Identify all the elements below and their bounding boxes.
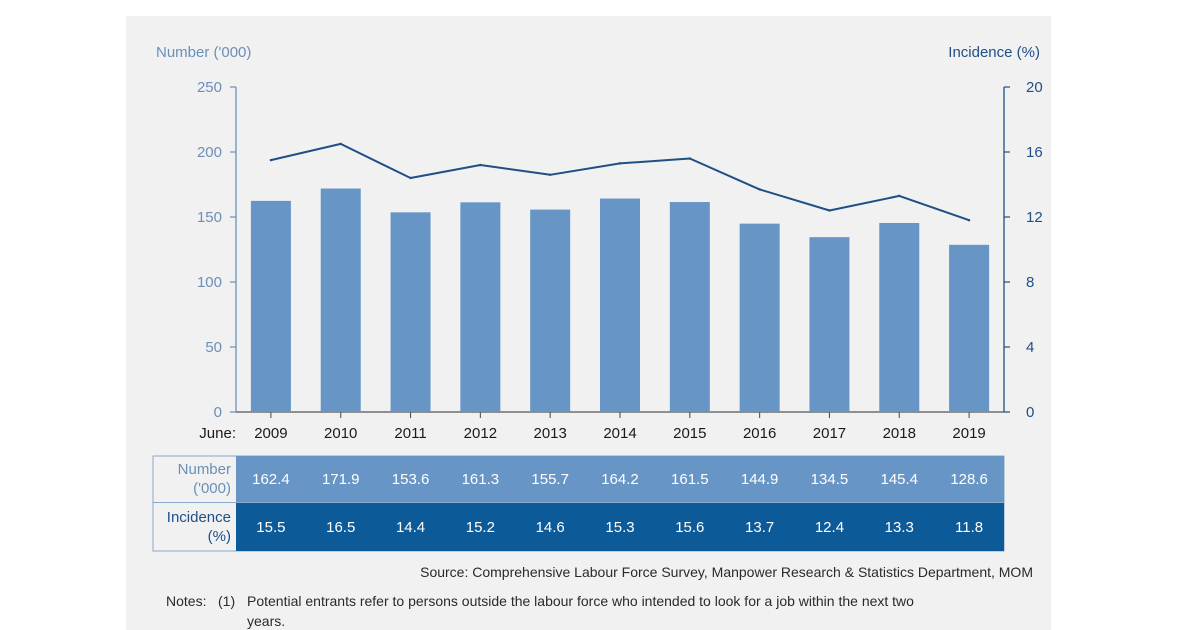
right-tick-label: 4 <box>1026 339 1034 356</box>
table-cell-number: 155.7 <box>531 471 569 488</box>
x-tick-label: 2012 <box>464 425 497 442</box>
notes-line-2: years. <box>247 613 285 629</box>
table-cell-incidence: 11.8 <box>955 519 983 536</box>
right-axis-ticks: 0 4 8 12 16 20 <box>1004 79 1043 421</box>
bar-2014 <box>600 198 640 412</box>
source-text: Source: Comprehensive Labour Force Surve… <box>420 564 1033 580</box>
bar-2017 <box>809 237 850 412</box>
right-tick-label: 16 <box>1026 144 1043 161</box>
table-cell-incidence: 12.4 <box>815 519 844 536</box>
table-cell-incidence: 15.5 <box>256 519 285 536</box>
table-row-incidence-values: 15.5 16.5 14.4 15.2 14.6 15.3 15.6 13.7 12.4 13.3… <box>256 519 983 536</box>
table-cell-number: 145.4 <box>880 471 918 488</box>
table-cell-number: 144.9 <box>741 471 779 488</box>
table-row-incidence-header-line2: (%) <box>208 528 231 545</box>
bar-2016 <box>739 223 780 412</box>
table-cell-incidence: 16.5 <box>326 519 355 536</box>
x-tick-label: 2014 <box>603 425 636 442</box>
left-tick-label: 50 <box>205 339 222 356</box>
left-axis-ticks: 0 50 100 150 200 250 <box>197 79 236 421</box>
x-tick-label: 2019 <box>952 425 985 442</box>
x-tick-label: 2018 <box>883 425 916 442</box>
bar-2011 <box>390 212 431 412</box>
notes-item-marker: (1) <box>218 593 235 609</box>
incidence-point-2013 <box>548 173 552 176</box>
incidence-point-2016 <box>758 188 761 191</box>
table-row-number-header-line1: Number <box>178 461 231 478</box>
table-cell-incidence: 13.7 <box>745 519 774 536</box>
table-cell-incidence: 14.4 <box>396 519 425 536</box>
bar-2015 <box>669 202 710 412</box>
table-row-incidence-bg <box>236 503 1004 551</box>
left-tick-label: 0 <box>214 404 222 421</box>
incidence-point-2017 <box>828 209 831 212</box>
bar-2010 <box>320 188 361 412</box>
bar-2009 <box>250 200 291 412</box>
table-cell-incidence: 14.6 <box>536 519 565 536</box>
right-tick-label: 0 <box>1026 404 1034 421</box>
table-cell-number: 162.4 <box>252 471 290 488</box>
bar-series <box>250 188 990 412</box>
x-tick-label: 2015 <box>673 425 706 442</box>
incidence-point-2019 <box>967 219 971 222</box>
right-tick-label: 20 <box>1026 79 1043 96</box>
notes-line-1: Potential entrants refer to persons outs… <box>247 593 914 609</box>
bar-2019 <box>949 244 990 412</box>
left-tick-label: 200 <box>197 144 222 161</box>
table-cell-incidence: 13.3 <box>885 519 914 536</box>
table-cell-number: 161.3 <box>462 471 500 488</box>
table-cell-number: 128.6 <box>950 471 988 488</box>
incidence-point-2015 <box>688 157 692 160</box>
bar-2018 <box>879 222 920 412</box>
x-tick-label: 2016 <box>743 425 776 442</box>
table-row-number-values: 162.4 171.9 153.6 161.3 155.7 164.2 161.5 144.9… <box>252 471 988 488</box>
table-cell-number: 164.2 <box>601 471 639 488</box>
table-cell-number: 134.5 <box>811 471 849 488</box>
left-tick-label: 100 <box>197 274 222 291</box>
table-cell-incidence: 15.3 <box>605 519 634 536</box>
right-axis-title: Incidence (%) <box>948 44 1040 61</box>
right-tick-label: 12 <box>1026 209 1043 226</box>
x-tick-label: 2010 <box>324 425 357 442</box>
table-cell-number: 161.5 <box>671 471 709 488</box>
x-tick-label: 2013 <box>533 425 566 442</box>
x-tick-label: 2009 <box>254 425 287 442</box>
right-tick-label: 8 <box>1026 274 1034 291</box>
incidence-point-2014 <box>618 162 622 165</box>
bar-2012 <box>460 202 501 412</box>
incidence-point-2011 <box>409 176 412 180</box>
x-tick-label: 2011 <box>394 425 426 442</box>
table-cell-incidence: 15.2 <box>466 519 495 536</box>
table-cell-number: 153.6 <box>392 471 430 488</box>
left-tick-label: 250 <box>197 79 222 96</box>
incidence-point-2012 <box>479 163 482 167</box>
table-row-incidence-header-line1: Incidence <box>167 509 231 526</box>
x-axis-prefix: June: <box>199 425 236 442</box>
left-tick-label: 150 <box>197 209 222 226</box>
x-axis-ticks: 2009 2010 2011 2012 2013 2014 2015 2016 2017 2018… <box>254 412 986 442</box>
table-row-number-bg <box>236 456 1004 502</box>
table-row-number-header-line2: ('000) <box>193 480 231 497</box>
bar-2013 <box>530 209 571 412</box>
notes-label: Notes: <box>166 593 206 609</box>
left-axis-title: Number ('000) <box>156 44 251 61</box>
x-tick-label: 2017 <box>813 425 846 442</box>
table-cell-incidence: 15.6 <box>675 519 704 536</box>
incidence-point-2010 <box>339 142 342 146</box>
incidence-point-2009 <box>269 158 273 162</box>
incidence-point-2018 <box>898 194 901 198</box>
table-cell-number: 171.9 <box>322 471 360 488</box>
incidence-line-series <box>269 142 971 222</box>
